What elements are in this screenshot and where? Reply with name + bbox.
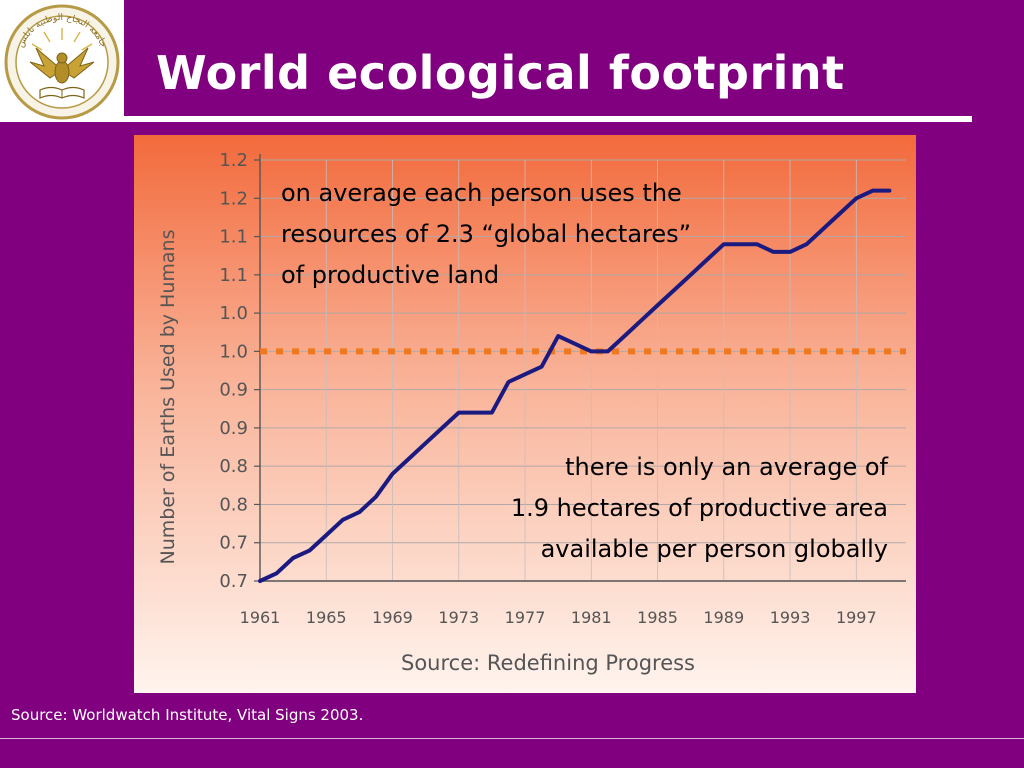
y-tick-labels: 0.7 0.7 0.8 0.8 0.9 0.9 1.0 1.0 1.1 1.1 1.2 1.2 (219, 150, 248, 592)
y-tick-label: 1.0 (219, 341, 248, 362)
x-tick-label: 1997 (836, 608, 877, 627)
x-tick-labels: 1961 1965 1969 1973 1977 1981 1985 1989 1993 1997 (240, 608, 877, 627)
axes (254, 154, 906, 582)
annotation-below-line-3: available per person globally (540, 535, 888, 563)
y-tick-label: 1.1 (219, 227, 248, 248)
annotation-above-line-3: of productive land (281, 261, 500, 289)
slide-title: World ecological footprint (156, 46, 845, 100)
x-tick-label: 1969 (372, 608, 413, 627)
annotation-above-line-2: resources of 2.3 “global hectares” (281, 220, 692, 248)
y-tick-label: 0.9 (219, 380, 248, 401)
footprint-chart: 0.7 0.7 0.8 0.8 0.9 0.9 1.0 1.0 1.1 1.1 1.2 1.2 196… (134, 135, 916, 693)
y-tick-label: 0.7 (219, 533, 248, 554)
y-tick-label: 0.8 (219, 494, 248, 515)
annotation-above-line: on average each person uses the resource… (281, 173, 691, 296)
y-tick-label: 1.0 (219, 303, 248, 324)
annotation-below-line: there is only an average of 1.9 hectares… (511, 447, 888, 570)
chart-source-label: Source: Redefining Progress (401, 651, 695, 675)
x-tick-label: 1961 (240, 608, 281, 627)
x-tick-label: 1973 (438, 608, 479, 627)
y-axis-label: Number of Earths Used by Humans (157, 230, 179, 565)
y-tick-label: 0.8 (219, 456, 248, 477)
y-tick-label: 0.7 (219, 571, 248, 592)
annotation-below-line-2: 1.9 hectares of productive area (510, 494, 888, 522)
x-tick-label: 1965 (306, 608, 347, 627)
university-logo: جامعة النجاح الوطنية نابلس (0, 0, 124, 122)
x-tick-label: 1981 (571, 608, 612, 627)
university-seal-eagle-icon: جامعة النجاح الوطنية نابلس (4, 4, 120, 120)
x-tick-label: 1989 (703, 608, 744, 627)
title-underline (124, 116, 972, 122)
footer-source: Source: Worldwatch Institute, Vital Sign… (11, 706, 364, 724)
x-tick-label: 1993 (770, 608, 811, 627)
y-tick-label: 1.1 (219, 265, 248, 286)
series-line (258, 188, 892, 583)
y-tick-label: 0.9 (219, 418, 248, 439)
footprint-chart-panel: 0.7 0.7 0.8 0.8 0.9 0.9 1.0 1.0 1.1 1.1 1.2 1.2 196… (134, 135, 916, 693)
y-tick-label: 1.2 (219, 188, 248, 209)
y-tick-label: 1.2 (219, 150, 248, 171)
x-tick-label: 1985 (637, 608, 678, 627)
annotation-above-line-1: on average each person uses the (281, 179, 682, 207)
footer-divider (0, 738, 1024, 739)
annotation-below-line-1: there is only an average of (565, 453, 888, 481)
x-tick-label: 1977 (505, 608, 546, 627)
series-group (258, 188, 892, 583)
